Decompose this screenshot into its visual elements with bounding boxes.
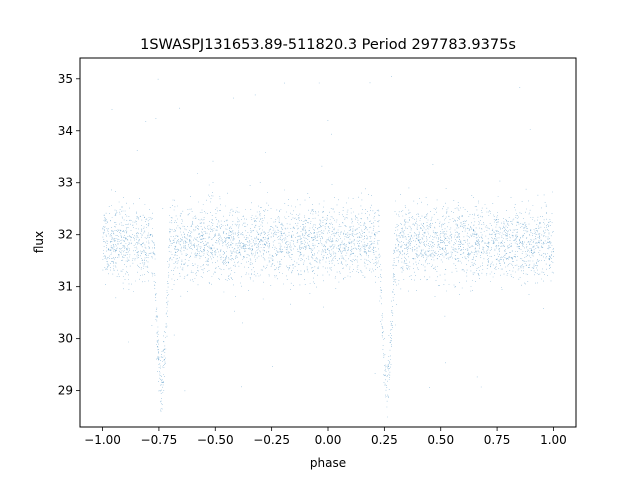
chart-title: 1SWASPJ131653.89-511820.3 Period 297783.… (140, 37, 516, 53)
x-axis: −1.00 −0.75 −0.50 −0.25 0.00 0.25 0.50 0.75 1.00 (84, 427, 567, 447)
y-tick-label: 35 (58, 72, 73, 86)
x-tick-label: 1.00 (540, 433, 567, 447)
x-tick-label: 0.75 (484, 433, 511, 447)
y-axis: 29 30 31 32 33 34 35 (58, 72, 80, 398)
x-tick-label: −0.75 (141, 433, 178, 447)
y-tick-label: 33 (58, 176, 73, 190)
x-tick-label: −1.00 (84, 433, 121, 447)
y-tick-label: 34 (58, 124, 73, 138)
x-tick-label: 0.25 (371, 433, 398, 447)
x-tick-label: 0.00 (315, 433, 342, 447)
y-axis-label: flux (32, 231, 46, 253)
y-tick-label: 31 (58, 280, 73, 294)
x-tick-label: −0.25 (253, 433, 290, 447)
x-tick-label: −0.50 (197, 433, 234, 447)
y-tick-label: 32 (58, 228, 73, 242)
x-tick-label: 0.50 (427, 433, 454, 447)
y-tick-label: 29 (58, 384, 73, 398)
y-tick-label: 30 (58, 332, 73, 346)
x-axis-label: phase (310, 456, 346, 470)
